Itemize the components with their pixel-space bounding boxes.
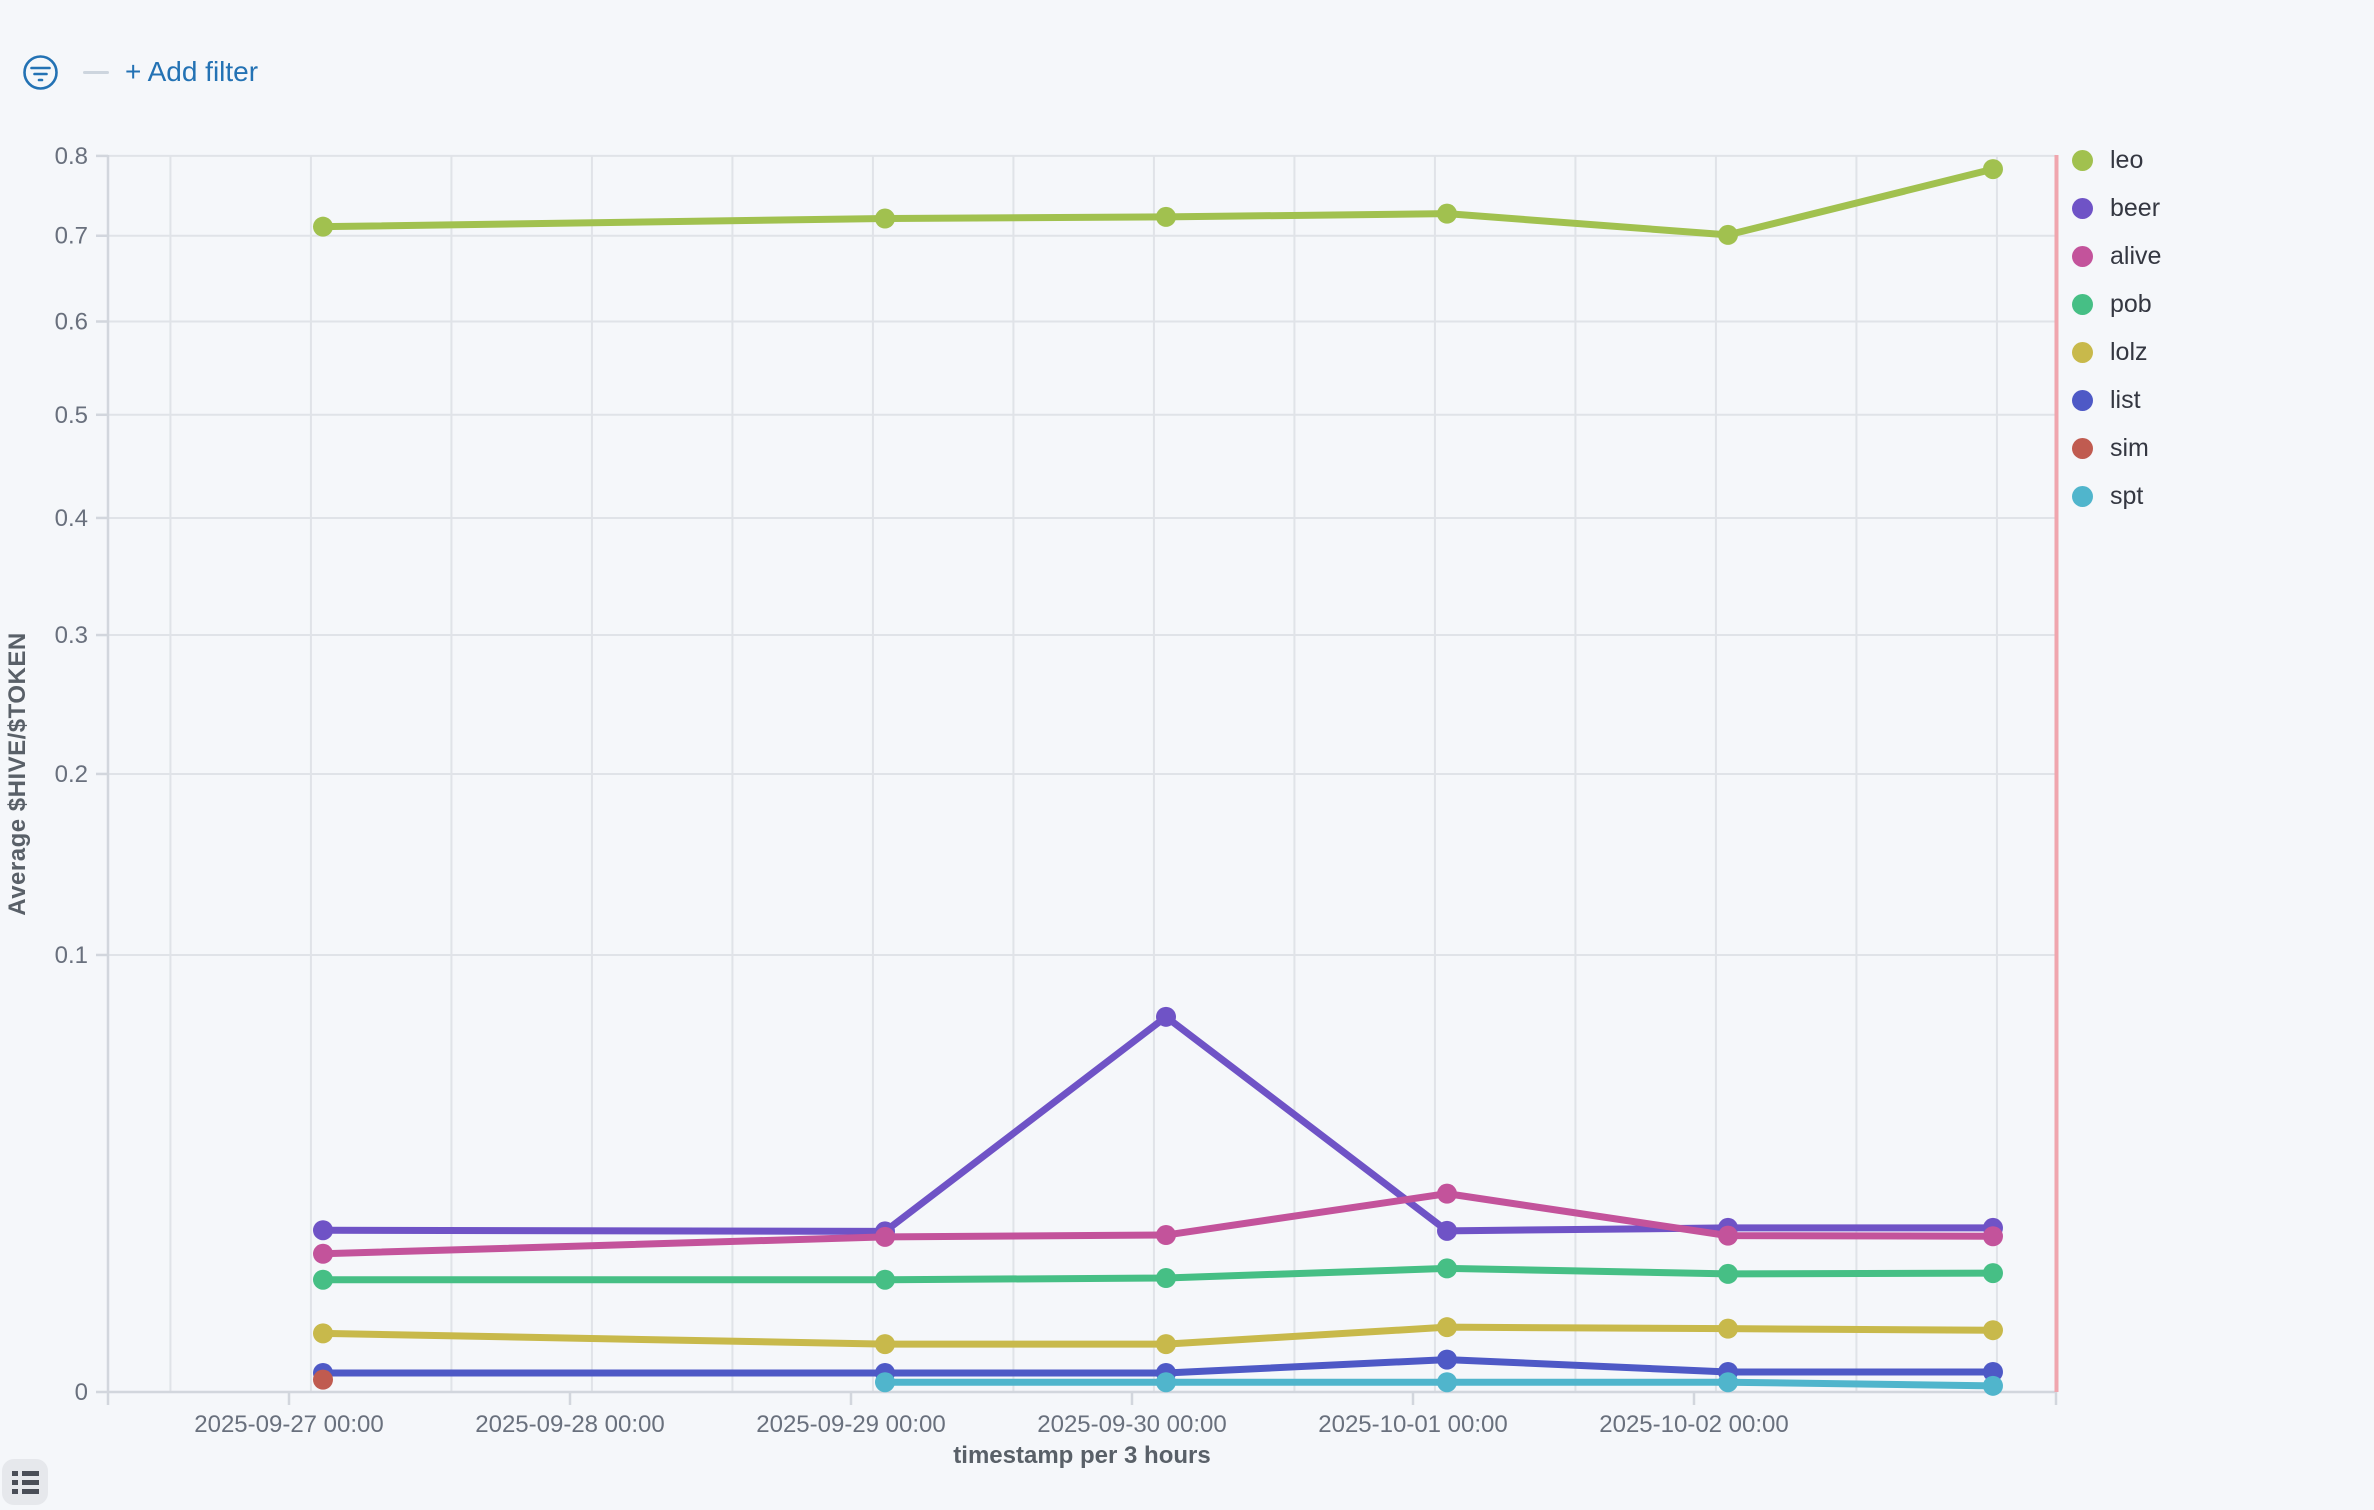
y-tick-label: 0.1	[55, 942, 88, 969]
series-point-spt[interactable]	[1982, 1375, 2003, 1396]
legend-dot-alive	[2072, 245, 2093, 267]
series-line-beer	[319, 1013, 1997, 1235]
legend-dot-sim	[2072, 437, 2093, 459]
x-axis-title: timestamp per 3 hours	[953, 1442, 1211, 1469]
filter-bar: + Add filter	[22, 52, 258, 92]
series-point-alive[interactable]	[1718, 1225, 1739, 1246]
x-tick-label: 2025-09-29 00:00	[756, 1411, 946, 1438]
series-line-lolz	[319, 1323, 1997, 1348]
series-point-pob[interactable]	[313, 1269, 334, 1290]
legend-dot-leo	[2072, 149, 2093, 171]
y-tick-label: 0.7	[55, 223, 88, 250]
y-tick-label: 0.6	[55, 309, 88, 336]
series-line-list	[319, 1356, 1997, 1377]
legend-item-lolz[interactable]: lolz	[2072, 328, 2161, 376]
series-point-pob[interactable]	[1982, 1263, 2003, 1284]
series-line-leo	[319, 165, 1997, 239]
legend-label: lolz	[2110, 337, 2148, 366]
series-point-spt[interactable]	[1718, 1372, 1739, 1393]
series-point-leo[interactable]	[313, 216, 334, 237]
legend-item-alive[interactable]: alive	[2072, 232, 2161, 280]
series-point-list[interactable]	[1982, 1361, 2003, 1382]
legend-dot-beer	[2072, 197, 2093, 219]
series-line-pob	[319, 1264, 1997, 1284]
x-tick-label: 2025-09-30 00:00	[1037, 1411, 1227, 1438]
legend-item-sim[interactable]: sim	[2072, 424, 2161, 472]
legend-dot-list	[2072, 389, 2093, 411]
series-point-lolz[interactable]	[313, 1323, 334, 1344]
legend-label: leo	[2110, 145, 2144, 174]
series-point-leo[interactable]	[1156, 206, 1177, 227]
series-point-lolz[interactable]	[1718, 1318, 1739, 1339]
legend-label: sim	[2110, 433, 2149, 462]
filter-bar-divider	[83, 70, 109, 74]
legend-item-spt[interactable]: spt	[2072, 472, 2161, 520]
legend-item-pob[interactable]: pob	[2072, 280, 2161, 328]
series-point-pob[interactable]	[875, 1269, 896, 1290]
legend-label: spt	[2110, 481, 2144, 510]
series-point-leo[interactable]	[875, 208, 896, 229]
filter-icon[interactable]	[22, 54, 59, 91]
series-point-pob[interactable]	[1156, 1268, 1177, 1289]
y-tick-label: 0	[75, 1379, 88, 1406]
legend-label: pob	[2110, 289, 2152, 318]
y-tick-label: 0.8	[55, 143, 88, 170]
series-point-alive[interactable]	[875, 1226, 896, 1247]
series-point-leo[interactable]	[1718, 224, 1739, 245]
series-point-lolz[interactable]	[1982, 1320, 2003, 1341]
legend-item-list[interactable]: list	[2072, 376, 2161, 424]
legend-dot-spt	[2072, 485, 2093, 507]
series-point-leo[interactable]	[1982, 159, 2003, 180]
x-tick-label: 2025-09-28 00:00	[475, 1411, 665, 1438]
series-point-leo[interactable]	[1437, 203, 1458, 224]
list-icon	[12, 1471, 39, 1494]
legend-dot-pob	[2072, 293, 2093, 315]
series-point-sim[interactable]	[313, 1369, 334, 1390]
y-tick-label: 0.3	[55, 622, 88, 649]
series-point-beer[interactable]	[1437, 1220, 1458, 1241]
series-point-beer[interactable]	[1156, 1006, 1177, 1027]
series-point-alive[interactable]	[1437, 1183, 1458, 1204]
series-point-alive[interactable]	[313, 1243, 334, 1264]
series-line-alive	[319, 1190, 1997, 1258]
chart-legend: leo beer alive pob lolz list sim spt	[2072, 136, 2161, 520]
series-point-pob[interactable]	[1718, 1263, 1739, 1284]
y-tick-label: 0.4	[55, 505, 88, 532]
x-tick-label: 2025-09-27 00:00	[194, 1411, 384, 1438]
series-point-lolz[interactable]	[1156, 1334, 1177, 1355]
y-tick-label: 0.5	[55, 402, 88, 429]
legend-label: beer	[2110, 193, 2161, 222]
legend-label: alive	[2110, 241, 2162, 270]
series-point-spt[interactable]	[875, 1372, 896, 1393]
series-point-alive[interactable]	[1982, 1226, 2003, 1247]
series-point-spt[interactable]	[1437, 1372, 1458, 1393]
x-tick-label: 2025-10-02 00:00	[1599, 1411, 1789, 1438]
series-point-pob[interactable]	[1437, 1258, 1458, 1279]
series-point-list[interactable]	[1437, 1349, 1458, 1370]
series-point-lolz[interactable]	[875, 1334, 896, 1355]
legend-item-beer[interactable]: beer	[2072, 184, 2161, 232]
series-point-lolz[interactable]	[1437, 1317, 1458, 1338]
add-filter-button[interactable]: + Add filter	[125, 56, 259, 87]
legend-dot-lolz	[2072, 341, 2093, 363]
series-point-beer[interactable]	[313, 1220, 334, 1241]
x-tick-label: 2025-10-01 00:00	[1318, 1411, 1508, 1438]
legend-item-leo[interactable]: leo	[2072, 136, 2161, 184]
series-point-alive[interactable]	[1156, 1225, 1177, 1246]
y-tick-label: 0.2	[55, 761, 88, 788]
legend-label: list	[2110, 385, 2141, 414]
legend-toggle-button[interactable]	[2, 1459, 48, 1505]
series-point-spt[interactable]	[1156, 1372, 1177, 1393]
